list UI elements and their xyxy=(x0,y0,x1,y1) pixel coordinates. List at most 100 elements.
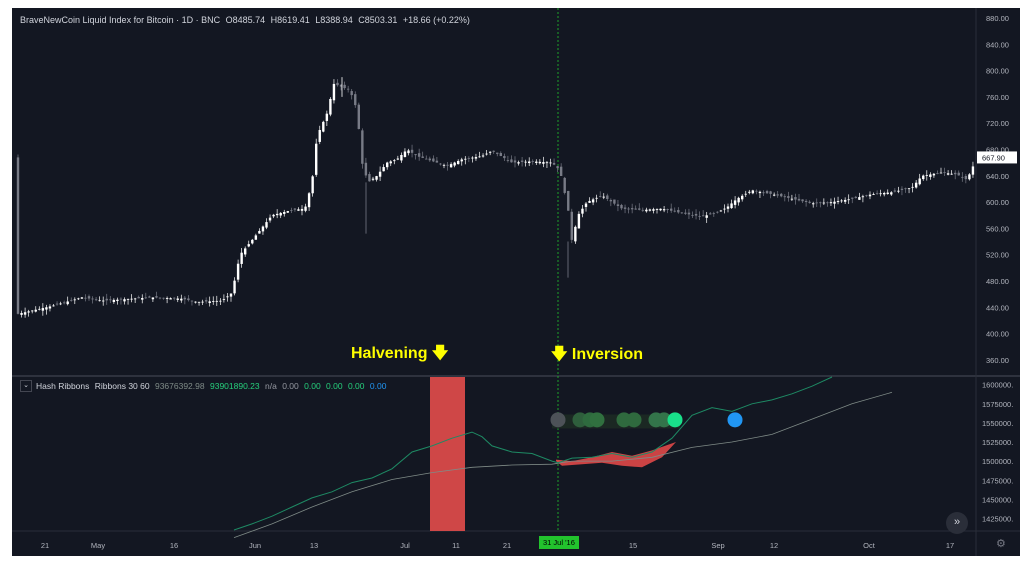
candle-body xyxy=(201,301,204,303)
candle-body xyxy=(648,209,652,211)
candle-body xyxy=(890,192,893,195)
candle-body xyxy=(204,300,208,302)
candle-body xyxy=(851,197,854,199)
hash-tick-label: 1550000. xyxy=(982,419,1013,428)
candle-body xyxy=(464,158,467,160)
candle-body xyxy=(38,308,41,310)
gear-icon[interactable]: ⚙ xyxy=(996,538,1006,550)
candle-body xyxy=(31,310,34,312)
indicator-value-7: 0.00 xyxy=(347,381,365,391)
candle-body xyxy=(847,199,850,201)
candle-body xyxy=(815,202,818,204)
symbol-title[interactable]: BraveNewCoin Liquid Index for Bitcoin · … xyxy=(20,15,221,25)
candle-body xyxy=(350,91,353,96)
candle-body xyxy=(595,197,598,199)
candle-body xyxy=(130,298,133,300)
candle-body xyxy=(318,130,321,142)
candle-body xyxy=(599,195,602,197)
candle-body xyxy=(843,199,847,202)
candle-body xyxy=(911,186,914,188)
chart-canvas[interactable]: 880.00 840.00 800.00 760.00 720.00 680.00 640.… xyxy=(12,8,1020,556)
candle-body xyxy=(943,172,946,173)
candle-body xyxy=(87,296,91,299)
candle-body xyxy=(471,157,474,159)
candle-body xyxy=(48,306,52,309)
candle-body xyxy=(371,178,375,180)
candle-body xyxy=(563,177,566,193)
candle-body xyxy=(968,174,971,180)
candle-body xyxy=(304,206,307,211)
candle-body xyxy=(293,208,297,210)
candle-body xyxy=(364,162,368,176)
candle-body xyxy=(112,299,116,303)
candle-body xyxy=(694,213,698,216)
candle-body xyxy=(141,298,144,300)
time-tick-label: Jun xyxy=(249,541,261,550)
candle-body xyxy=(488,151,492,153)
candle-body xyxy=(904,188,907,190)
candle-body xyxy=(701,215,705,217)
price-tick-label: 680.00 xyxy=(986,145,1009,154)
candle-body xyxy=(254,235,258,240)
candle-body xyxy=(925,174,928,176)
candle-body xyxy=(776,194,779,196)
inversion-annotation: 🡇 Inversion xyxy=(551,343,643,370)
candle-body xyxy=(897,190,900,192)
candle-body xyxy=(215,300,218,302)
candle-body xyxy=(946,173,950,175)
candle-body xyxy=(737,197,740,203)
indicator-value-8: 0.00 xyxy=(369,381,387,391)
buy-signal-dot xyxy=(727,412,743,428)
candle-body xyxy=(247,244,250,247)
price-tick-label: 880.00 xyxy=(986,14,1009,23)
candle-body xyxy=(581,208,584,214)
candle-body xyxy=(549,162,552,164)
candle-body xyxy=(329,98,332,115)
double-chevron-right-icon[interactable]: » xyxy=(946,512,968,534)
candle-body xyxy=(929,174,932,177)
candle-body xyxy=(460,159,463,162)
candle-body xyxy=(914,182,918,188)
candle-body xyxy=(123,299,126,302)
candle-body xyxy=(826,202,829,204)
candle-body xyxy=(673,210,676,212)
indicator-value-6: 0.00 xyxy=(326,381,343,391)
arrow-down-icon: 🡇 xyxy=(551,346,568,363)
candle-body xyxy=(222,299,226,300)
candle-body xyxy=(73,299,76,301)
candle-body xyxy=(602,196,605,198)
time-tick-label: 11 xyxy=(452,541,460,550)
candle-body xyxy=(748,191,751,193)
candle-body xyxy=(446,164,449,166)
candle-body xyxy=(190,300,194,302)
candle-body xyxy=(833,201,836,204)
open-value: O8485.74 xyxy=(225,15,266,25)
candle-body xyxy=(233,280,236,294)
candle-body xyxy=(474,157,478,159)
candle-body xyxy=(457,161,460,165)
candle-body xyxy=(812,203,815,205)
candle-body xyxy=(819,202,822,204)
indicator-legend: Hash Ribbons Ribbons 30 60 93676392.98 9… xyxy=(36,381,386,391)
candle-body xyxy=(783,196,786,198)
candle-body xyxy=(59,303,62,305)
fast-ribbon-line xyxy=(233,376,833,531)
time-tick-label: 16 xyxy=(170,541,178,550)
candle-body xyxy=(772,194,776,196)
candle-body xyxy=(126,298,130,300)
candle-body xyxy=(829,202,833,204)
candle-body xyxy=(513,160,517,163)
candle-body xyxy=(343,84,346,89)
candle-body xyxy=(119,298,123,300)
candle-body xyxy=(481,155,485,157)
signal-dot xyxy=(589,412,605,428)
time-tick-label: 21 xyxy=(41,541,49,550)
indicator-name[interactable]: Hash Ribbons xyxy=(36,381,90,391)
candle-body xyxy=(279,212,282,216)
indicator-value-5: 0.00 xyxy=(304,381,321,391)
halvening-annotation: Halvening 🡇 xyxy=(351,342,448,369)
chevron-down-icon[interactable]: ⌄ xyxy=(20,380,32,392)
candle-body xyxy=(258,230,261,234)
price-tick-label: 360.00 xyxy=(986,356,1009,365)
candle-body xyxy=(393,160,396,162)
